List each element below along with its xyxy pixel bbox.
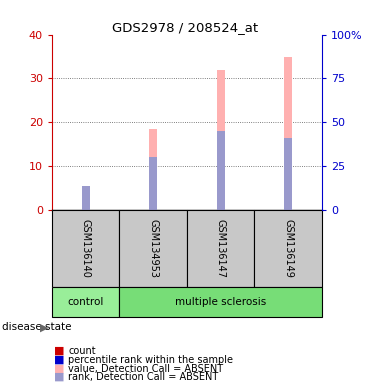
Text: disease state: disease state — [2, 322, 71, 332]
Text: value, Detection Call = ABSENT: value, Detection Call = ABSENT — [68, 364, 223, 374]
Bar — [284, 138, 292, 210]
Text: ■: ■ — [54, 355, 64, 365]
Bar — [52, 210, 119, 288]
Bar — [81, 188, 90, 210]
Text: GSM134953: GSM134953 — [148, 219, 158, 278]
Text: GDS2978 / 208524_at: GDS2978 / 208524_at — [112, 21, 258, 34]
Text: rank, Detection Call = ABSENT: rank, Detection Call = ABSENT — [68, 372, 219, 382]
Text: GSM136149: GSM136149 — [283, 219, 293, 278]
Text: multiple sclerosis: multiple sclerosis — [175, 297, 266, 307]
Text: count: count — [68, 346, 96, 356]
Bar — [52, 288, 119, 317]
Bar — [255, 210, 322, 288]
Text: ■: ■ — [54, 372, 64, 382]
Text: GSM136147: GSM136147 — [216, 219, 226, 278]
Bar — [187, 210, 255, 288]
Text: percentile rank within the sample: percentile rank within the sample — [68, 355, 233, 365]
Bar — [216, 70, 225, 210]
Bar — [284, 56, 292, 210]
Text: control: control — [67, 297, 104, 307]
Bar — [149, 157, 157, 210]
Bar — [119, 210, 187, 288]
Bar — [149, 129, 157, 210]
Bar — [119, 288, 322, 317]
Text: ▶: ▶ — [40, 322, 48, 332]
Bar — [216, 131, 225, 210]
Text: ■: ■ — [54, 346, 64, 356]
Text: ■: ■ — [54, 364, 64, 374]
Text: GSM136140: GSM136140 — [81, 219, 91, 278]
Bar — [81, 186, 90, 210]
